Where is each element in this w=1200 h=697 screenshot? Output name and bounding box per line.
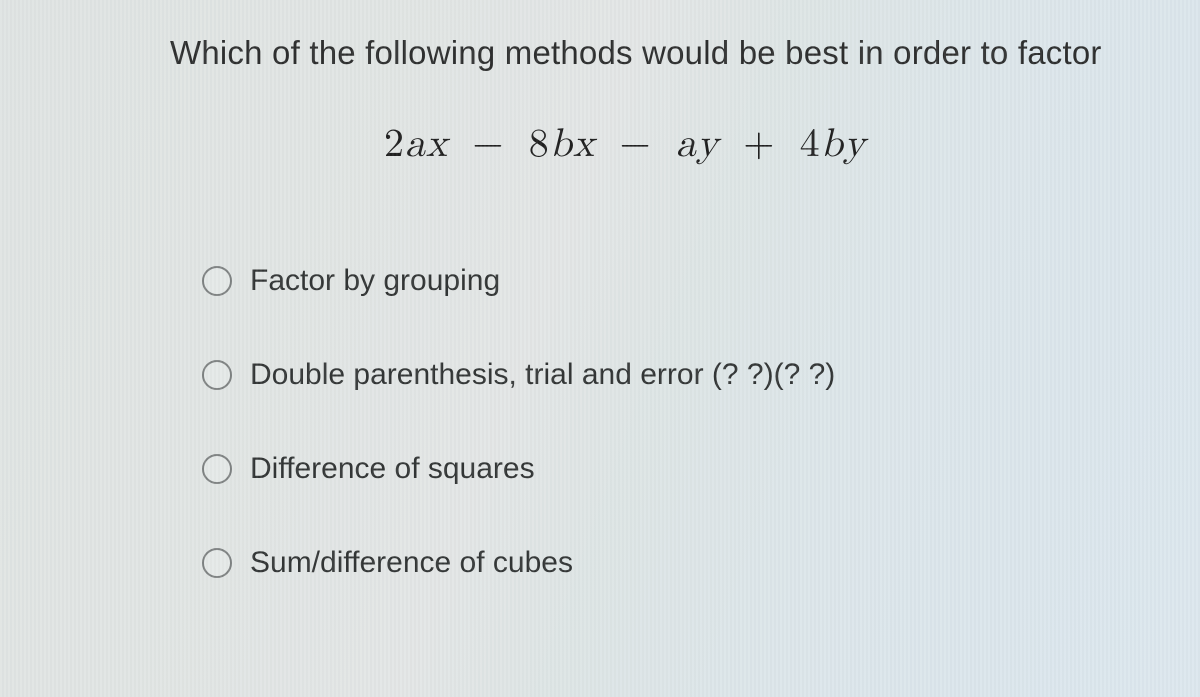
option-difference-of-squares[interactable]: Difference of squares — [202, 452, 1140, 486]
radio-icon[interactable] — [202, 360, 232, 390]
quiz-question: Which of the following methods would be … — [0, 0, 1200, 580]
option-label: Factor by grouping — [250, 264, 500, 298]
radio-icon[interactable] — [202, 266, 232, 296]
term2-vars: bx — [550, 124, 595, 164]
option-label: Double parenthesis, trial and error (? ?… — [250, 358, 835, 392]
term2-coef: 8 — [529, 124, 550, 164]
term1-vars: ax — [405, 124, 448, 164]
operator-1: − — [462, 124, 514, 164]
term1-coef: 2 — [384, 124, 405, 164]
math-expression: 2ax − 8bx − ay + 4by — [170, 120, 1140, 168]
option-label: Difference of squares — [250, 452, 535, 486]
term4-coef: 4 — [800, 124, 821, 164]
option-label: Sum/difference of cubes — [250, 546, 573, 580]
option-sum-difference-cubes[interactable]: Sum/difference of cubes — [202, 546, 1140, 580]
term4-vars: by — [821, 124, 866, 164]
question-prompt: Which of the following methods would be … — [170, 34, 1140, 72]
term3-vars: ay — [676, 124, 719, 164]
option-double-parenthesis[interactable]: Double parenthesis, trial and error (? ?… — [202, 358, 1140, 392]
operator-3: + — [733, 124, 785, 164]
operator-2: − — [609, 124, 661, 164]
option-factor-by-grouping[interactable]: Factor by grouping — [202, 264, 1140, 298]
radio-icon[interactable] — [202, 548, 232, 578]
options-list: Factor by grouping Double parenthesis, t… — [170, 264, 1140, 580]
radio-icon[interactable] — [202, 454, 232, 484]
